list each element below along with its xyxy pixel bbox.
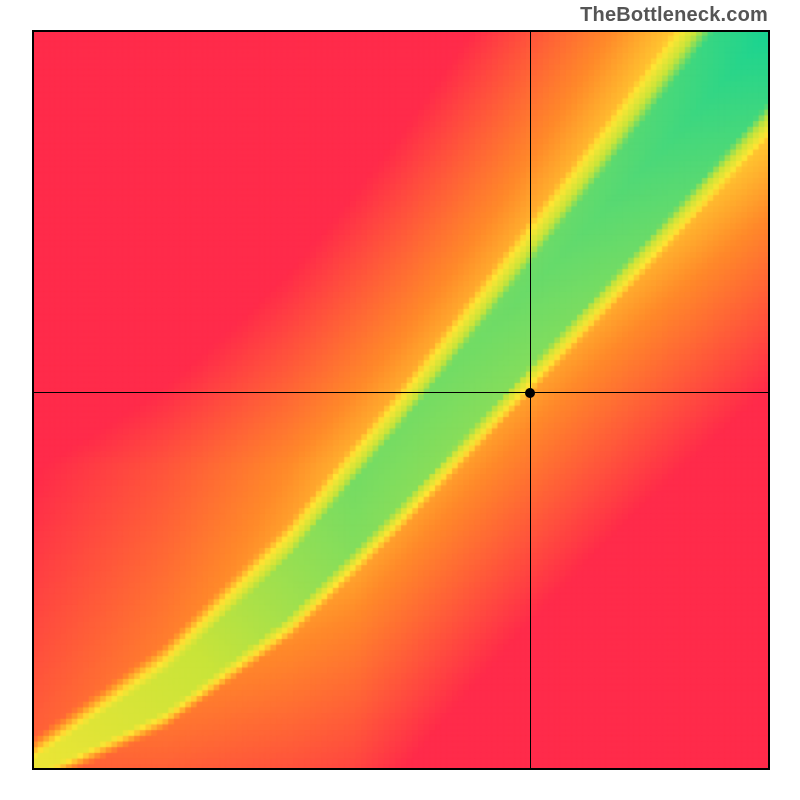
attribution-text: TheBottleneck.com [580,4,768,27]
bottleneck-heatmap [32,30,770,770]
crosshair-marker-dot [525,388,535,398]
crosshair-horizontal [32,392,770,393]
crosshair-vertical [530,30,531,770]
heatmap-canvas [32,30,770,770]
